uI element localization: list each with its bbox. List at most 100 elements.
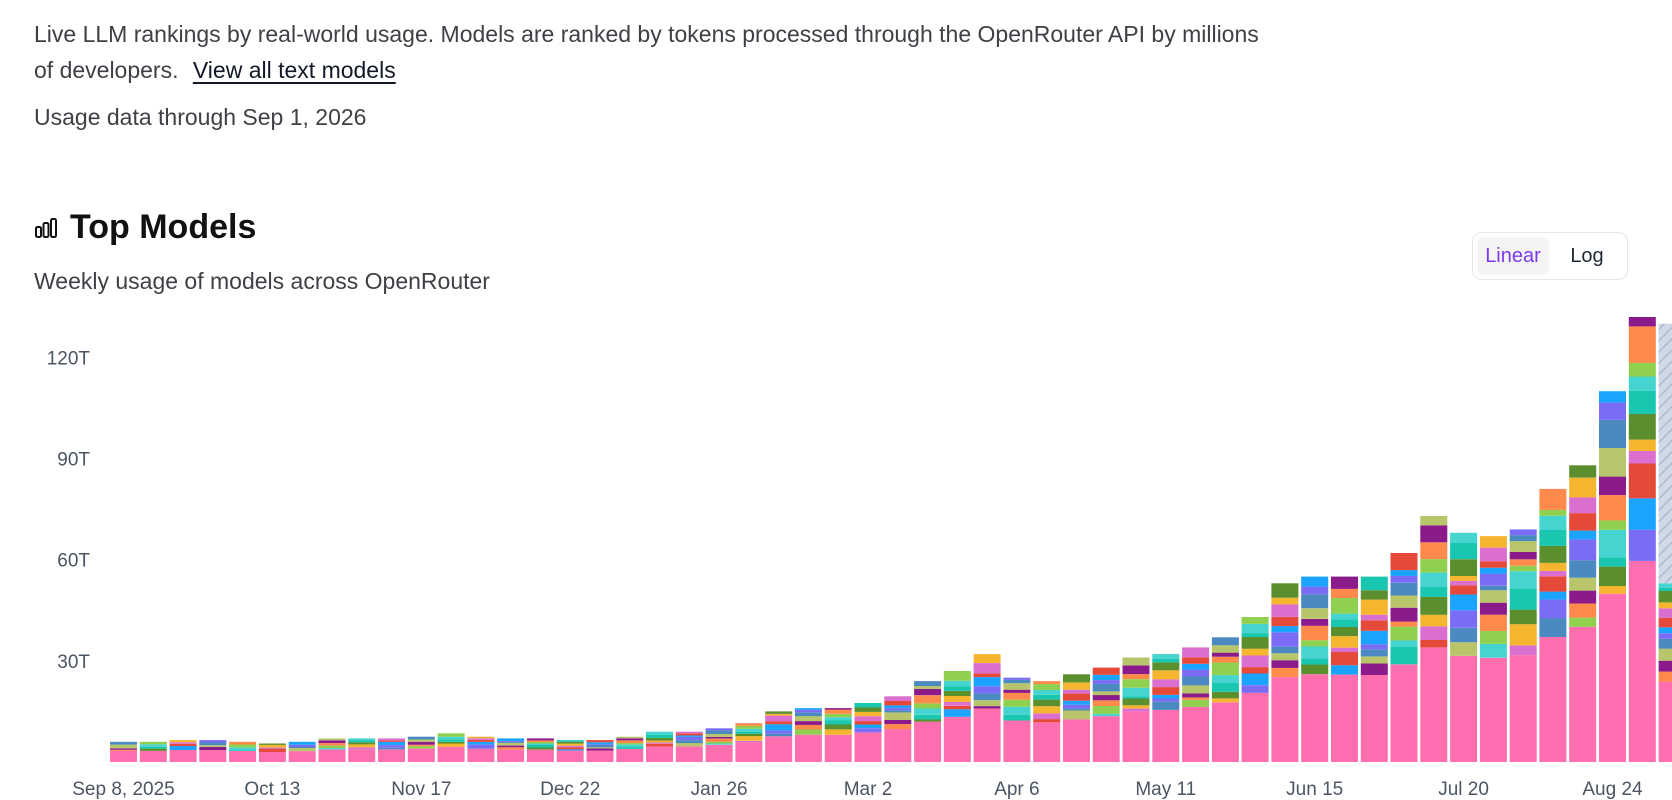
bar-segment[interactable] xyxy=(854,724,882,729)
bar-segment[interactable] xyxy=(616,746,644,749)
bar-segment[interactable] xyxy=(467,741,495,745)
bar-segment[interactable] xyxy=(1599,402,1626,420)
bar-segment[interactable] xyxy=(348,747,376,750)
bar-segment[interactable] xyxy=(378,745,405,748)
bar-segment[interactable] xyxy=(1599,585,1626,594)
bar-segment[interactable] xyxy=(1599,566,1626,586)
bar-segment[interactable] xyxy=(1390,607,1418,622)
bar-segment[interactable] xyxy=(467,739,495,742)
bar-segment[interactable] xyxy=(1211,675,1239,683)
bar-segment[interactable] xyxy=(258,747,286,749)
bar-segment[interactable] xyxy=(1211,691,1239,699)
bar-segment[interactable] xyxy=(973,673,1001,678)
bar-segment[interactable] xyxy=(1152,654,1180,659)
bar-segment[interactable] xyxy=(1063,719,1090,762)
bar-segment[interactable] xyxy=(884,705,912,709)
bar-segment[interactable] xyxy=(914,681,942,686)
bar-segment[interactable] xyxy=(1420,525,1448,543)
bar-segment[interactable] xyxy=(1658,648,1672,661)
bar-segment[interactable] xyxy=(378,738,405,741)
bar-segment[interactable] xyxy=(1211,698,1239,703)
bar-segment[interactable] xyxy=(705,734,733,737)
bar-segment[interactable] xyxy=(497,749,525,762)
bar-segment[interactable] xyxy=(1003,692,1031,700)
bar-segment[interactable] xyxy=(1063,710,1090,720)
bar-segment[interactable] xyxy=(884,710,912,713)
bar-segment[interactable] xyxy=(1241,655,1269,668)
bar-segment[interactable] xyxy=(1479,657,1507,762)
bar-segment[interactable] xyxy=(348,744,376,748)
bar-segment[interactable] xyxy=(824,717,852,721)
bar-segment[interactable] xyxy=(1628,560,1656,762)
bar-segment[interactable] xyxy=(586,748,614,751)
bar-segment[interactable] xyxy=(1390,595,1418,608)
bar-segment[interactable] xyxy=(407,744,435,747)
bar-segment[interactable] xyxy=(1450,594,1478,611)
bar-segment[interactable] xyxy=(1509,571,1537,589)
bar-segment[interactable] xyxy=(1479,643,1507,658)
bar-segment[interactable] xyxy=(973,700,1001,707)
bar-segment[interactable] xyxy=(407,736,435,740)
bar-segment[interactable] xyxy=(1331,665,1358,675)
bar-segment[interactable] xyxy=(1092,674,1120,681)
bar-segment[interactable] xyxy=(110,741,137,745)
bar-segment[interactable] xyxy=(1360,663,1388,676)
bar-segment[interactable] xyxy=(1271,583,1299,598)
bar-segment[interactable] xyxy=(1599,495,1626,521)
bar-segment[interactable] xyxy=(1658,591,1672,603)
bar-segment[interactable] xyxy=(526,743,554,746)
bar-segment[interactable] xyxy=(497,742,525,743)
bar-segment[interactable] xyxy=(1063,693,1090,701)
bar-segment[interactable] xyxy=(1092,683,1120,692)
bar-segment[interactable] xyxy=(1182,657,1210,664)
bar-segment[interactable] xyxy=(1509,541,1537,552)
bar-segment[interactable] xyxy=(1063,708,1090,711)
bar-segment[interactable] xyxy=(794,729,822,735)
bar-segment[interactable] xyxy=(1450,542,1478,560)
bar-segment[interactable] xyxy=(1390,646,1418,665)
bar-segment[interactable] xyxy=(1301,674,1329,762)
bar-segment[interactable] xyxy=(1360,614,1388,621)
bar-segment[interactable] xyxy=(1122,674,1150,680)
bar-segment[interactable] xyxy=(914,695,942,704)
bar-segment[interactable] xyxy=(229,751,257,762)
bar-segment[interactable] xyxy=(1599,448,1626,477)
bar-segment[interactable] xyxy=(556,740,584,742)
bar-segment[interactable] xyxy=(1122,705,1150,709)
bar-segment[interactable] xyxy=(973,663,1001,674)
bar-segment[interactable] xyxy=(1241,673,1269,686)
bar-segment[interactable] xyxy=(1092,691,1120,696)
bar-segment[interactable] xyxy=(1450,580,1478,586)
bar-segment[interactable] xyxy=(526,745,554,748)
bar-segment[interactable] xyxy=(407,746,435,749)
bar-segment[interactable] xyxy=(258,752,286,762)
bar-segment[interactable] xyxy=(943,705,971,710)
bar-segment[interactable] xyxy=(1271,667,1299,678)
bar-segment[interactable] xyxy=(1152,698,1180,702)
bar-segment[interactable] xyxy=(1360,620,1388,631)
bar-segment[interactable] xyxy=(1182,685,1210,694)
bar-segment[interactable] xyxy=(675,740,703,744)
bar-segment[interactable] xyxy=(1658,681,1672,762)
bar-segment[interactable] xyxy=(1092,706,1120,714)
bar-segment[interactable] xyxy=(437,746,465,762)
bar-segment[interactable] xyxy=(1658,660,1672,672)
bar-segment[interactable] xyxy=(1420,596,1448,615)
bar-segment[interactable] xyxy=(199,750,227,762)
bar-segment[interactable] xyxy=(407,741,435,745)
bar-segment[interactable] xyxy=(378,741,405,745)
bar-segment[interactable] xyxy=(1450,576,1478,581)
bar-segment[interactable] xyxy=(943,686,971,691)
bar-segment[interactable] xyxy=(1211,645,1239,653)
bar-segment[interactable] xyxy=(1211,662,1239,676)
bar-segment[interactable] xyxy=(1450,532,1478,543)
bar-segment[interactable] xyxy=(229,741,257,745)
bar-segment[interactable] xyxy=(884,720,912,725)
bar-segment[interactable] xyxy=(1271,653,1299,661)
bar-segment[interactable] xyxy=(646,740,673,743)
bar-segment[interactable] xyxy=(1539,599,1567,619)
bar-segment[interactable] xyxy=(765,736,793,762)
bar-segment[interactable] xyxy=(1628,463,1656,499)
bar-segment[interactable] xyxy=(1569,617,1597,627)
bar-segment[interactable] xyxy=(556,747,584,750)
